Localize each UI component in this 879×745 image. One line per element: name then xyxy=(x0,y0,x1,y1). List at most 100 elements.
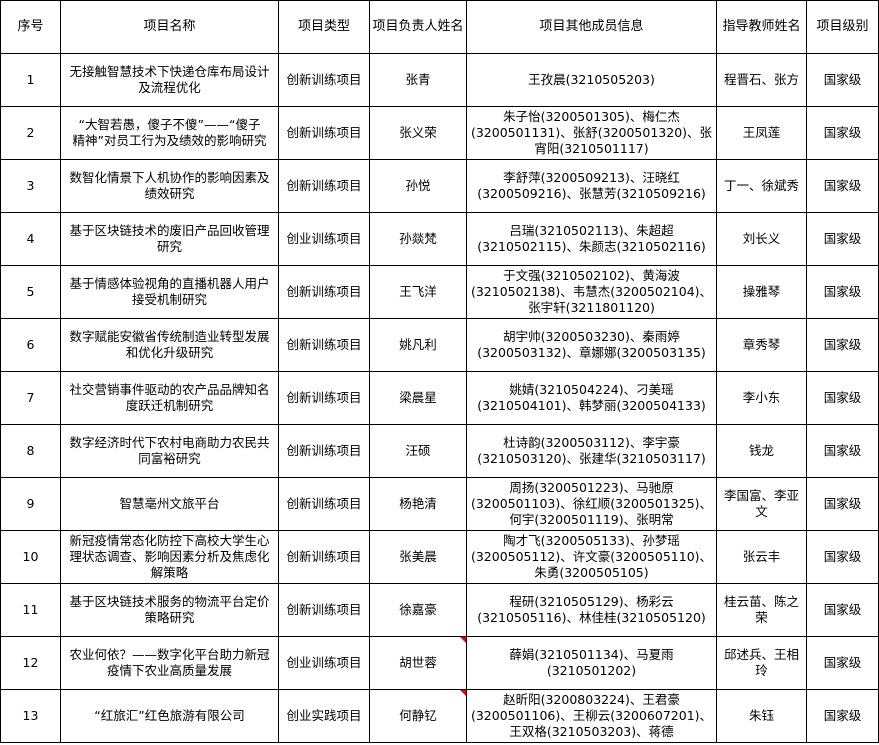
header-cell-level[interactable]: 项目级别 xyxy=(806,0,879,54)
cell-project-name[interactable]: 基于区块链技术服务的物流平台定价 策略研究 xyxy=(60,583,279,637)
cell-no[interactable]: 11 xyxy=(0,583,61,637)
cell-leader[interactable]: 张义荣 xyxy=(369,106,467,160)
cell-project-name[interactable]: 社交营销事件驱动的农产品品牌知名 度跃迁机制研究 xyxy=(60,371,279,425)
cell-project-type[interactable]: 创新训练项目 xyxy=(278,424,370,478)
cell-advisor[interactable]: 桂云苗、陈之 荣 xyxy=(716,583,807,637)
cell-leader[interactable]: 孙悦 xyxy=(369,159,467,213)
cell-project-name[interactable]: 智慧亳州文旅平台 xyxy=(60,477,279,531)
cell-members[interactable]: 吕瑞(3210502113)、朱超超 (3210502115)、朱颜志(3210… xyxy=(466,212,717,266)
cell-advisor[interactable]: 章秀琴 xyxy=(716,318,807,372)
cell-level[interactable]: 国家级 xyxy=(806,212,879,266)
cell-level[interactable]: 国家级 xyxy=(806,689,879,743)
cell-no[interactable]: 7 xyxy=(0,371,61,425)
cell-leader[interactable]: 孙燚梵 xyxy=(369,212,467,266)
cell-no[interactable]: 5 xyxy=(0,265,61,319)
comment-indicator-icon[interactable] xyxy=(460,637,466,643)
cell-no[interactable]: 9 xyxy=(0,477,61,531)
cell-leader[interactable]: 胡世蓉 xyxy=(369,636,467,690)
header-cell-name[interactable]: 项目名称 xyxy=(60,0,279,54)
cell-project-name[interactable]: 新冠疫情常态化防控下高校大学生心 理状态调查、影响因素分析及焦虑化 解策略 xyxy=(60,530,279,584)
header-cell-members[interactable]: 项目其他成员信息 xyxy=(466,0,717,54)
cell-project-type[interactable]: 创新训练项目 xyxy=(278,53,370,107)
cell-leader[interactable]: 梁晨星 xyxy=(369,371,467,425)
header-cell-no[interactable]: 序号 xyxy=(0,0,61,54)
cell-project-type[interactable]: 创业训练项目 xyxy=(278,636,370,690)
cell-advisor[interactable]: 程晋石、张方 xyxy=(716,53,807,107)
cell-leader[interactable]: 何静钇 xyxy=(369,689,467,743)
header-cell-leader[interactable]: 项目负责人姓名 xyxy=(369,0,467,54)
cell-level[interactable]: 国家级 xyxy=(806,159,879,213)
cell-advisor[interactable]: 刘长义 xyxy=(716,212,807,266)
cell-leader[interactable]: 杨艳清 xyxy=(369,477,467,531)
cell-project-type[interactable]: 创业训练项目 xyxy=(278,212,370,266)
cell-leader[interactable]: 姚凡利 xyxy=(369,318,467,372)
cell-project-type[interactable]: 创新训练项目 xyxy=(278,583,370,637)
cell-no[interactable]: 3 xyxy=(0,159,61,213)
cell-project-name[interactable]: “大智若愚，傻子不傻”——“傻子 精神”对员工行为及绩效的影响研究 xyxy=(60,106,279,160)
cell-members[interactable]: 赵昕阳(3200803224)、王君豪 (3200501106)、王柳云(320… xyxy=(466,689,717,743)
cell-level[interactable]: 国家级 xyxy=(806,477,879,531)
cell-project-type[interactable]: 创新训练项目 xyxy=(278,371,370,425)
cell-project-name[interactable]: 农业何依？——数字化平台助力新冠 疫情下农业高质量发展 xyxy=(60,636,279,690)
cell-leader[interactable]: 徐嘉豪 xyxy=(369,583,467,637)
cell-project-name[interactable]: 基于情感体验视角的直播机器人用户 接受机制研究 xyxy=(60,265,279,319)
header-cell-type[interactable]: 项目类型 xyxy=(278,0,370,54)
comment-indicator-icon[interactable] xyxy=(460,690,466,696)
cell-advisor[interactable]: 邱述兵、王相 玲 xyxy=(716,636,807,690)
cell-members[interactable]: 陶才飞(3200505133)、孙梦瑶 (3200505112)、许文豪(320… xyxy=(466,530,717,584)
cell-project-type[interactable]: 创新训练项目 xyxy=(278,477,370,531)
cell-advisor[interactable]: 朱钰 xyxy=(716,689,807,743)
cell-advisor[interactable]: 丁一、徐斌秀 xyxy=(716,159,807,213)
cell-advisor[interactable]: 操雅琴 xyxy=(716,265,807,319)
cell-advisor[interactable]: 王凤莲 xyxy=(716,106,807,160)
cell-no[interactable]: 6 xyxy=(0,318,61,372)
cell-project-type[interactable]: 创新训练项目 xyxy=(278,159,370,213)
cell-project-type[interactable]: 创新训练项目 xyxy=(278,265,370,319)
cell-project-name[interactable]: “红旅汇”红色旅游有限公司 xyxy=(60,689,279,743)
cell-leader[interactable]: 王飞洋 xyxy=(369,265,467,319)
header-cell-advisor[interactable]: 指导教师姓名 xyxy=(716,0,807,54)
cell-project-name[interactable]: 数字经济时代下农村电商助力农民共 同富裕研究 xyxy=(60,424,279,478)
cell-leader[interactable]: 张青 xyxy=(369,53,467,107)
cell-project-name[interactable]: 数字赋能安徽省传统制造业转型发展 和优化升级研究 xyxy=(60,318,279,372)
cell-project-name[interactable]: 基于区块链技术的废旧产品回收管理 研究 xyxy=(60,212,279,266)
cell-advisor[interactable]: 李小东 xyxy=(716,371,807,425)
cell-members[interactable]: 薛娟(3210501134)、马夏雨 (3210501202) xyxy=(466,636,717,690)
cell-leader[interactable]: 汪硕 xyxy=(369,424,467,478)
cell-level[interactable]: 国家级 xyxy=(806,530,879,584)
cell-no[interactable]: 8 xyxy=(0,424,61,478)
cell-no[interactable]: 2 xyxy=(0,106,61,160)
cell-level[interactable]: 国家级 xyxy=(806,53,879,107)
cell-advisor[interactable]: 钱龙 xyxy=(716,424,807,478)
cell-project-type[interactable]: 创新训练项目 xyxy=(278,530,370,584)
cell-level[interactable]: 国家级 xyxy=(806,318,879,372)
cell-no[interactable]: 10 xyxy=(0,530,61,584)
cell-level[interactable]: 国家级 xyxy=(806,424,879,478)
cell-level[interactable]: 国家级 xyxy=(806,583,879,637)
cell-no[interactable]: 4 xyxy=(0,212,61,266)
cell-leader[interactable]: 张美晨 xyxy=(369,530,467,584)
cell-no[interactable]: 12 xyxy=(0,636,61,690)
cell-members[interactable]: 于文强(3210502102)、黄海波 (3210502138)、韦慧杰(320… xyxy=(466,265,717,319)
cell-project-type[interactable]: 创新训练项目 xyxy=(278,318,370,372)
cell-no[interactable]: 1 xyxy=(0,53,61,107)
cell-members[interactable]: 胡宇帅(3200503230)、秦雨婷 (3200503132)、章娜娜(320… xyxy=(466,318,717,372)
cell-members[interactable]: 姚婧(3210504224)、刁美瑶 (3210504101)、韩梦丽(3200… xyxy=(466,371,717,425)
cell-project-name[interactable]: 数智化情景下人机协作的影响因素及 绩效研究 xyxy=(60,159,279,213)
cell-members[interactable]: 周扬(3200501223)、马驰原 (3200501103)、徐红顺(3200… xyxy=(466,477,717,531)
cell-project-type[interactable]: 创新训练项目 xyxy=(278,106,370,160)
cell-advisor[interactable]: 李国富、李亚 文 xyxy=(716,477,807,531)
cell-members[interactable]: 程研(3210505129)、杨彩云 (3210505116)、林佳桂(3210… xyxy=(466,583,717,637)
cell-level[interactable]: 国家级 xyxy=(806,636,879,690)
cell-no[interactable]: 13 xyxy=(0,689,61,743)
cell-members[interactable]: 杜诗韵(3200503112)、李宇豪 (3210503120)、张建华(321… xyxy=(466,424,717,478)
cell-level[interactable]: 国家级 xyxy=(806,106,879,160)
cell-advisor[interactable]: 张云丰 xyxy=(716,530,807,584)
cell-level[interactable]: 国家级 xyxy=(806,265,879,319)
cell-members[interactable]: 李舒萍(3200509213)、汪晓红 (3200509216)、张慧芳(321… xyxy=(466,159,717,213)
cell-level[interactable]: 国家级 xyxy=(806,371,879,425)
cell-project-name[interactable]: 无接触智慧技术下快递仓库布局设计 及流程优化 xyxy=(60,53,279,107)
cell-members[interactable]: 朱子怡(3200501305)、梅仁杰 (3200501131)、张舒(3200… xyxy=(466,106,717,160)
cell-members[interactable]: 王孜晨(3210505203) xyxy=(466,53,717,107)
cell-project-type[interactable]: 创业实践项目 xyxy=(278,689,370,743)
